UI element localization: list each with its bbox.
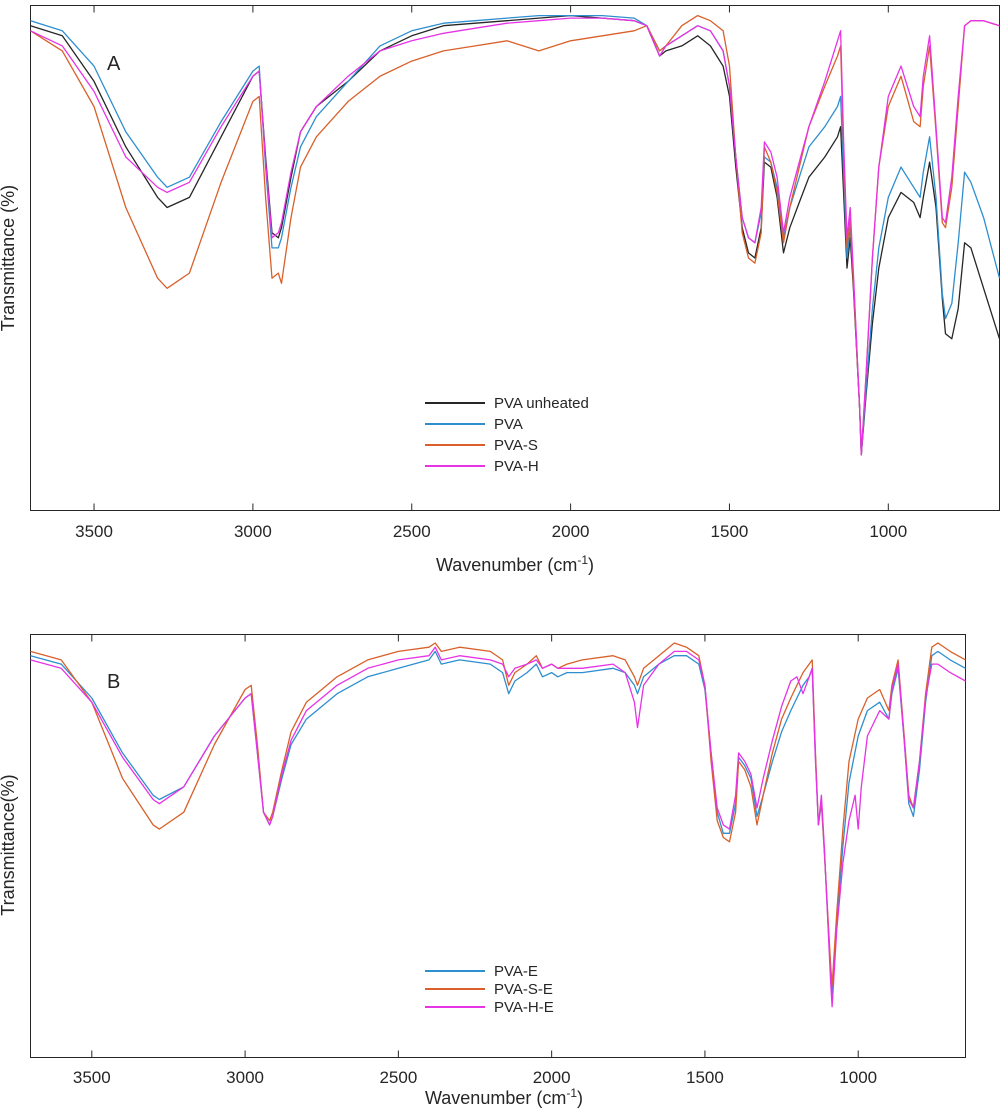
panel-a-x-tick-label-1500: 1500 <box>711 522 749 541</box>
panel-b-series-pva-h-e <box>30 646 966 1008</box>
panel-b-x-tick-label-1500: 1500 <box>686 1068 724 1087</box>
panel-b-legend-label-pva-h-e: PVA-H-E <box>494 999 554 1016</box>
panel-a-x-tick-label-1000: 1000 <box>869 522 907 541</box>
panel-b-x-axis-label: Wavenumber (cm-1) <box>425 1086 583 1108</box>
panel-a-x-tick-label-2500: 2500 <box>393 522 431 541</box>
panel-a-x-tick-label-3500: 3500 <box>75 522 113 541</box>
panel-b-legend-label-pva-e: PVA-E <box>494 963 538 980</box>
panel-b-series-pva-s-e <box>30 642 966 987</box>
panel-b-series-pva-e <box>30 650 966 995</box>
panel-a-letter: A <box>107 53 121 75</box>
panel-a-x-axis-label: Wavenumber (cm-1) <box>436 553 594 575</box>
panel-b-letter: B <box>107 671 120 693</box>
panel-a-legend-label-pva: PVA <box>494 416 523 433</box>
panel-b-plot-frame <box>30 634 966 1058</box>
panel-a: A 3500 3000 2500 2000 1500 1000 Wavenumber (c… <box>0 5 1000 575</box>
panel-a-legend-label-pva-s: PVA-S <box>494 437 538 454</box>
panel-a-series <box>30 14 1000 456</box>
panel-b-x-tick-label-3000: 3000 <box>226 1068 264 1087</box>
panel-b: B 3500 3000 2500 2000 1500 1000 Wavenumber (c… <box>0 634 966 1108</box>
panel-b-series <box>30 642 966 1008</box>
panel-a-legend-label-pva-unheated: PVA unheated <box>494 395 589 412</box>
panel-b-y-axis-label: Transmittance(%) <box>0 774 18 915</box>
panel-a-legend-label-pva-h: PVA-H <box>494 458 539 475</box>
panel-b-x-tick-label-2500: 2500 <box>379 1068 417 1087</box>
panel-a-x-ticks: 3500 3000 2500 2000 1500 1000 <box>75 5 907 541</box>
panel-b-x-tick-label-2000: 2000 <box>533 1068 571 1087</box>
panel-a-legend: PVA unheated PVA PVA-S PVA-H <box>425 395 589 475</box>
panel-b-x-tick-label-1000: 1000 <box>839 1068 877 1087</box>
panel-a-y-axis-label: Transmittance (%) <box>0 185 18 331</box>
panel-b-x-ticks: 3500 3000 2500 2000 1500 1000 <box>73 634 877 1087</box>
panel-b-x-tick-label-3500: 3500 <box>73 1068 111 1087</box>
panel-a-x-tick-label-3000: 3000 <box>234 522 272 541</box>
panel-b-legend-label-pva-s-e: PVA-S-E <box>494 981 553 998</box>
panel-a-series-pva-s <box>30 14 1000 456</box>
panel-a-series-pva-unheated <box>30 14 1000 456</box>
panel-a-x-tick-label-2000: 2000 <box>552 522 590 541</box>
panel-a-series-pva-h <box>30 17 1000 456</box>
